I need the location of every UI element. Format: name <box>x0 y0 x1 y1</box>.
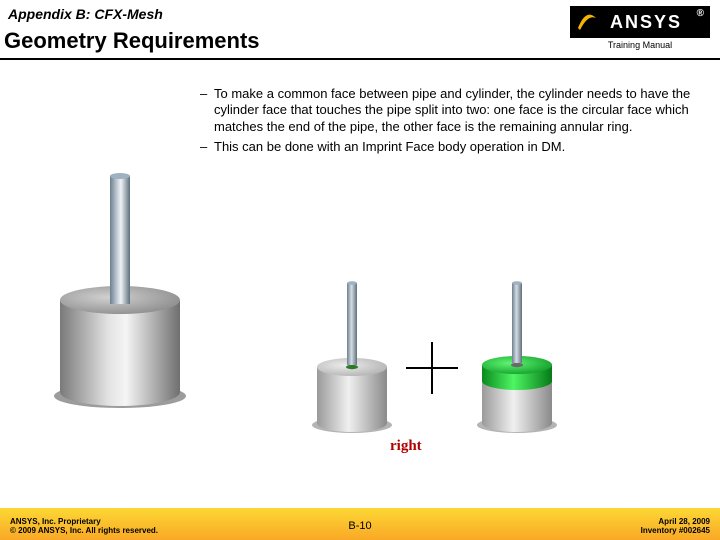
page-title: Geometry Requirements <box>4 28 260 54</box>
appendix-label: Appendix B: CFX-Mesh <box>8 6 163 22</box>
slide: Appendix B: CFX-Mesh Geometry Requiremen… <box>0 0 720 540</box>
footer: ANSYS, Inc. Proprietary © 2009 ANSYS, In… <box>0 508 720 540</box>
figure-small-right <box>470 275 565 435</box>
dash-icon: – <box>200 86 214 135</box>
footer-right-line2: Inventory #002645 <box>641 526 710 536</box>
logo: ANSYS ® Training Manual <box>570 6 710 56</box>
header-divider <box>0 58 720 60</box>
logo-subtitle: Training Manual <box>570 40 710 50</box>
bullet-text: This can be done with an Imprint Face bo… <box>214 139 565 155</box>
footer-page-number: B-10 <box>0 520 720 532</box>
footer-right: April 28, 2009 Inventory #002645 <box>641 517 710 536</box>
bullet-row: – This can be done with an Imprint Face … <box>200 139 700 155</box>
dash-icon: – <box>200 139 214 155</box>
body-text: – To make a common face between pipe and… <box>200 86 700 159</box>
footer-right-line1: April 28, 2009 <box>641 517 710 527</box>
bullet-row: – To make a common face between pipe and… <box>200 86 700 135</box>
logo-text: ANSYS ® <box>570 6 710 38</box>
caption-right: right <box>390 438 422 455</box>
plus-icon <box>404 340 460 396</box>
trademark-icon: ® <box>697 8 706 19</box>
logo-text-span: ANSYS <box>610 12 682 33</box>
figure-small-left <box>305 275 400 435</box>
figure-big-cylinder <box>40 170 200 410</box>
logo-swoosh-icon <box>576 12 598 32</box>
bullet-text: To make a common face between pipe and c… <box>214 86 700 135</box>
